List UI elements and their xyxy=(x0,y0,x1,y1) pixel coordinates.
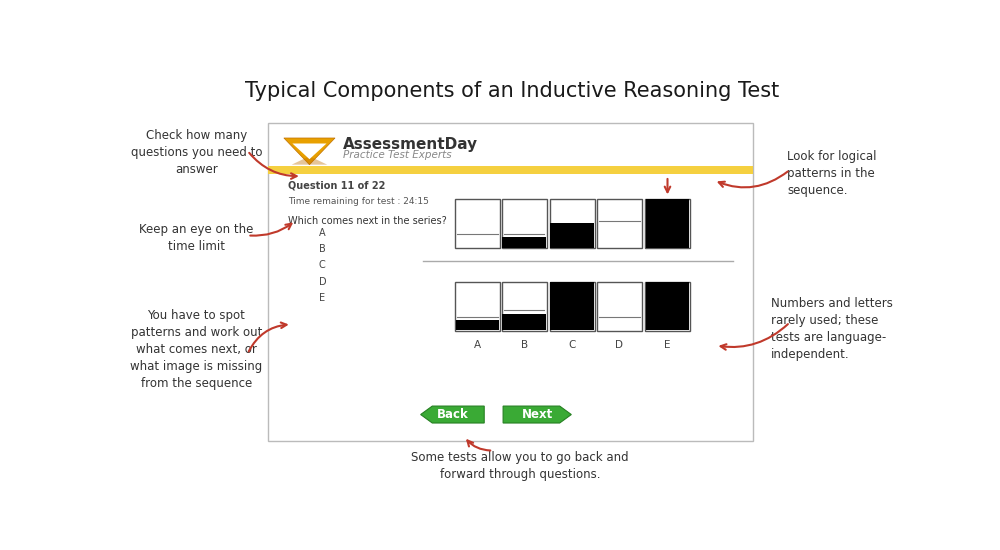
FancyBboxPatch shape xyxy=(550,200,595,248)
Text: Question 11 of 22: Question 11 of 22 xyxy=(288,180,385,190)
Polygon shape xyxy=(421,406,484,423)
FancyBboxPatch shape xyxy=(597,200,642,248)
Text: Some tests allow you to go back and
forward through questions.: Some tests allow you to go back and forw… xyxy=(411,451,629,481)
FancyBboxPatch shape xyxy=(550,282,594,330)
FancyBboxPatch shape xyxy=(268,123,753,441)
FancyBboxPatch shape xyxy=(455,200,500,248)
Text: E: E xyxy=(319,293,325,303)
Text: Next: Next xyxy=(522,408,553,421)
Text: E: E xyxy=(664,340,671,350)
FancyBboxPatch shape xyxy=(645,200,690,248)
Text: You have to spot
patterns and work out
what comes next, or
what image is missing: You have to spot patterns and work out w… xyxy=(130,309,262,390)
Text: A: A xyxy=(319,228,325,238)
Text: B: B xyxy=(319,244,326,255)
FancyBboxPatch shape xyxy=(268,166,753,174)
FancyBboxPatch shape xyxy=(455,282,500,331)
Text: D: D xyxy=(319,277,326,287)
Text: C: C xyxy=(568,340,576,350)
FancyBboxPatch shape xyxy=(550,282,595,331)
Text: Look for logical
patterns in the
sequence.: Look for logical patterns in the sequenc… xyxy=(787,151,877,197)
FancyBboxPatch shape xyxy=(550,223,594,248)
FancyBboxPatch shape xyxy=(502,314,546,330)
Polygon shape xyxy=(503,406,571,423)
Text: Back: Back xyxy=(437,408,468,421)
Polygon shape xyxy=(292,156,327,164)
Text: Time remaining for test : 24:15: Time remaining for test : 24:15 xyxy=(288,197,429,206)
FancyBboxPatch shape xyxy=(646,282,689,330)
Text: Practice Test Experts: Practice Test Experts xyxy=(343,150,451,160)
FancyBboxPatch shape xyxy=(502,238,546,248)
Text: Which comes next in the series?: Which comes next in the series? xyxy=(288,216,446,227)
FancyBboxPatch shape xyxy=(502,282,547,331)
Polygon shape xyxy=(292,144,326,159)
FancyBboxPatch shape xyxy=(597,282,642,331)
Text: A: A xyxy=(474,340,481,350)
Text: D: D xyxy=(615,340,623,350)
FancyBboxPatch shape xyxy=(645,282,690,331)
Text: AssessmentDay: AssessmentDay xyxy=(343,138,478,152)
Text: Numbers and letters
rarely used; these
tests are language-
independent.: Numbers and letters rarely used; these t… xyxy=(771,296,893,361)
Text: B: B xyxy=(521,340,528,350)
Polygon shape xyxy=(284,138,335,164)
FancyBboxPatch shape xyxy=(502,200,547,248)
Text: Check how many
questions you need to
answer: Check how many questions you need to ans… xyxy=(131,129,262,177)
Text: Typical Components of an Inductive Reasoning Test: Typical Components of an Inductive Reaso… xyxy=(245,81,780,101)
Text: C: C xyxy=(319,261,326,271)
FancyBboxPatch shape xyxy=(646,200,689,248)
FancyBboxPatch shape xyxy=(456,320,499,330)
Text: Keep an eye on the
time limit: Keep an eye on the time limit xyxy=(139,223,253,252)
